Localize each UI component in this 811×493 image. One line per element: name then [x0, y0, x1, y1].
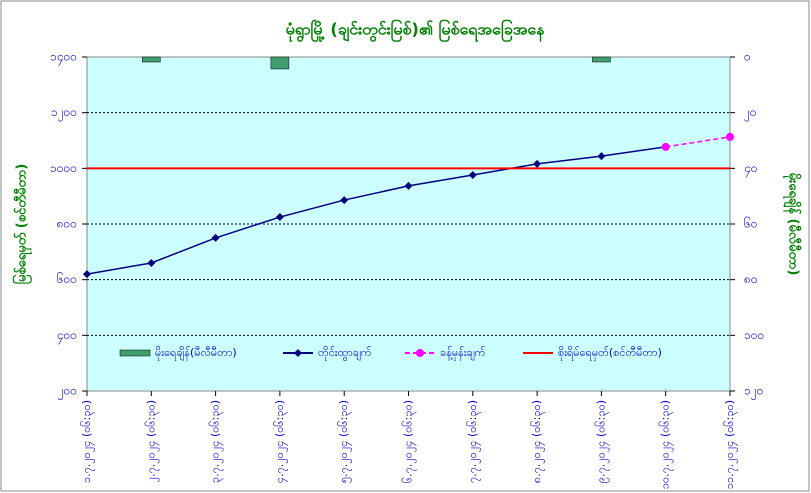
bar [270, 56, 290, 70]
line [665, 136, 731, 148]
marker [211, 233, 220, 242]
y-tick-label: ၁၀၀၀ [50, 161, 77, 175]
legend-marker [294, 349, 302, 357]
legend-label: ခန့်မှန်းချက် [440, 346, 486, 361]
marker [83, 270, 91, 279]
y2-axis-title: မိုးရေချိန် (မီလီမီတာ) [783, 173, 803, 276]
x-tick-label: ၇.၇.၂၀၂၄ (၀၆:၃၀) [466, 400, 481, 483]
marker [147, 258, 156, 267]
y2-tick-label: ၂၀ [744, 105, 757, 122]
y-tick-label: ၁၂၀၀ [51, 105, 77, 122]
x-tick-label: ၈.၇.၂၀၂၄ (၀၆:၃၀) [530, 400, 545, 483]
x-tick-label: ၄.၇.၂၀၂၄ (၀၆:၃၀) [273, 400, 288, 483]
bar [592, 56, 611, 63]
y2-tick-label: ၁၀၀ [744, 328, 764, 342]
marker [468, 171, 477, 180]
marker [533, 159, 542, 168]
bar [142, 56, 161, 63]
y2-tick-label: ၈၀ [744, 272, 758, 286]
legend-label: တိုင်းထွာချက် [318, 346, 372, 361]
x-tick-label: ၁၁.၇.၂၀၂၄ (၀၆:၃၀) [723, 400, 738, 489]
marker [340, 196, 349, 205]
legend-label: စိုးရိမ်ရေမှတ်(စင်တီမီတာ) [558, 346, 662, 361]
line [86, 146, 666, 275]
legend-marker [416, 349, 424, 357]
y2-tick-label: ၀ [744, 50, 751, 64]
x-tick-label: ၉.၇.၂၀၂၄ (၀၆:၃၀) [594, 400, 609, 483]
marker [404, 181, 413, 190]
y-axis-title: မြစ်ရေမှတ် (စင်တီမီတာ) [12, 164, 33, 285]
y-tick-label: ၂၀၀ [58, 384, 77, 401]
y-tick-label: ၄၀၀ [57, 328, 77, 345]
x-tick-label: ၁.၇.၂၀၂၄ (၀၆:၃၀) [80, 400, 95, 483]
legend-label: မိုးရေချိန်(မီလီမီတာ) [155, 346, 237, 361]
y-tick-label: ၈၀၀ [57, 217, 77, 231]
y2-tick-label: ၆၀ [744, 216, 758, 231]
y2-tick-label: ၄၀ [744, 161, 758, 178]
y-tick-label: ၁၄၀၀ [50, 50, 77, 67]
legend-swatch [119, 349, 151, 357]
marker [661, 142, 670, 151]
marker [726, 132, 734, 141]
y-tick-label: ၆၀၀ [57, 271, 77, 286]
x-tick-label: ၁၀.၇.၂၀၂၄ (၀၆:၃၀) [659, 400, 674, 489]
x-tick-label: ၂.၇.၂၀၂၄ (၀၆:၃၀) [144, 400, 159, 482]
marker [597, 152, 606, 161]
x-tick-label: ၃.၇.၂၀၂၄ (၀၆:၃၀) [209, 400, 224, 483]
x-tick-label: ၅.၇.၂၀၂၄ (၀၆:၃၀) [337, 400, 352, 483]
y2-tick-label: ၁၂၀ [744, 384, 763, 401]
marker [275, 213, 284, 222]
x-tick-label: ၆.၇.၂၀၂၄ (၀၆:၃၀) [402, 400, 417, 483]
